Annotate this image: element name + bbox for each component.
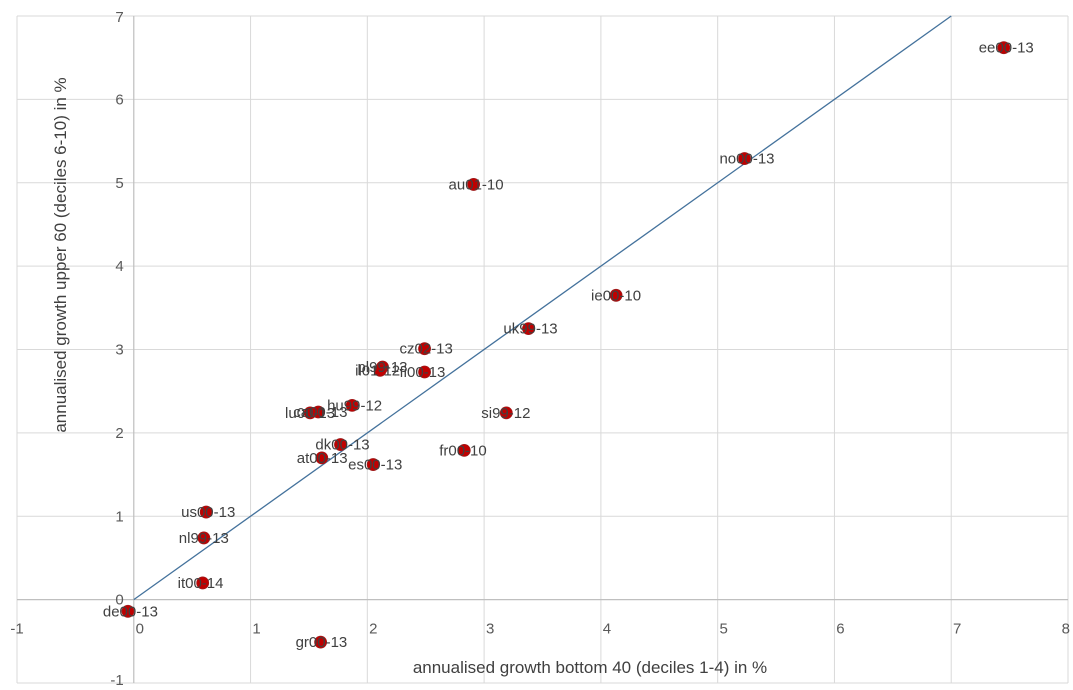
data-point (499, 406, 513, 420)
point-label: nl99-13 (179, 530, 229, 547)
data-point (997, 41, 1011, 55)
point-label: au01-10 (449, 176, 504, 193)
x-tick-label: 0 (136, 621, 144, 638)
reference-line-group (133, 15, 952, 601)
x-axis-title: annualised growth bottom 40 (deciles 1-4… (413, 658, 767, 677)
y-tick-label: 2 (115, 425, 123, 442)
y-tick-label: 0 (115, 592, 123, 609)
y-tick-label: -1 (110, 672, 123, 689)
point-label: fr00-10 (439, 442, 487, 459)
point-label: hu99-12 (327, 397, 382, 414)
point-label: ie00-10 (591, 287, 641, 304)
x-tick-label: 6 (836, 621, 844, 638)
point-label: uk99-13 (503, 321, 557, 338)
point-label: it00-14 (178, 575, 224, 592)
reference-line (133, 15, 952, 601)
x-tick-label: -1 (10, 621, 23, 638)
y-tick-label: 1 (115, 508, 123, 525)
data-point (366, 458, 380, 471)
y-axis-title: annualised growth upper 60 (deciles 6-10… (51, 77, 70, 432)
x-tick-label: 1 (252, 621, 260, 638)
data-point (345, 398, 359, 412)
point-label: de00-13 (103, 603, 158, 620)
data-point (199, 505, 213, 519)
y-tick-label: 4 (115, 258, 123, 275)
data-point (738, 152, 751, 165)
tick-labels: -1 0 1 2 3 4 5 6 7 8 -1 0 1 2 3 4 5 6 7 (10, 9, 1070, 689)
point-label: ca00-13 (293, 404, 347, 421)
point-label: il01-12 (355, 362, 400, 379)
y-tick-label: 6 (115, 91, 123, 108)
y-tick-label: 5 (115, 175, 123, 192)
y-tick-label: 7 (115, 9, 123, 26)
data-point (418, 342, 431, 356)
gridlines (16, 15, 1069, 684)
x-tick-label: 8 (1062, 621, 1070, 638)
axes (17, 16, 1068, 683)
data-point (373, 363, 387, 377)
point-label: us00-13 (181, 504, 235, 521)
point-label: dk00-13 (315, 437, 369, 454)
point-label: fi00-13 (400, 364, 446, 381)
data-point (522, 322, 535, 336)
x-tick-label: 7 (953, 621, 961, 638)
x-tick-label: 5 (719, 621, 727, 638)
data-point (311, 405, 325, 419)
data-point (334, 438, 347, 451)
data-point (196, 576, 210, 590)
x-tick-label: 3 (486, 621, 494, 638)
x-tick-label: 4 (603, 621, 611, 638)
point-label: lu00-13 (285, 405, 335, 422)
data-points (121, 41, 1011, 649)
point-label: pl99-13 (357, 359, 407, 376)
data-point (314, 635, 328, 649)
data-point (197, 531, 211, 545)
data-point (121, 604, 135, 618)
y-tick-label: 3 (115, 342, 123, 359)
data-point (609, 288, 623, 302)
data-point (418, 365, 431, 379)
point-label: es00-13 (348, 457, 402, 474)
data-point (457, 443, 471, 457)
point-labels: ee00-13 no00-13 au01-10 ie00-10 uk99-13 cz02-… (103, 40, 1034, 651)
point-label: gr00-13 (296, 634, 348, 651)
point-label: si99-12 (481, 405, 530, 422)
data-point (315, 451, 329, 465)
point-label: at00-13 (297, 450, 348, 467)
data-point (467, 178, 481, 191)
point-label: no00-13 (719, 151, 774, 168)
point-label: ee00-13 (979, 40, 1034, 57)
x-tick-label: 2 (369, 621, 377, 638)
point-label: cz02-13 (400, 341, 453, 358)
